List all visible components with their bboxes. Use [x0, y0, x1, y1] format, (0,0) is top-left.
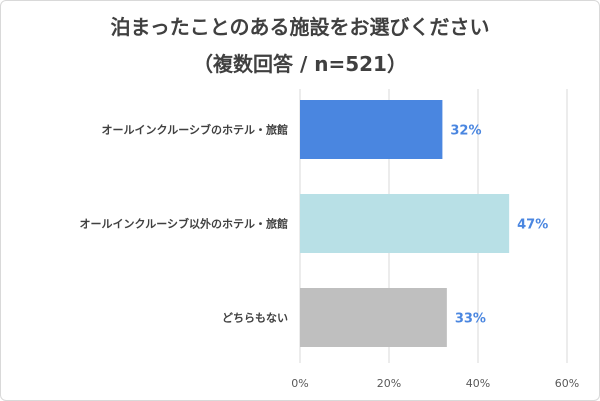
data-label: 47% — [517, 218, 548, 233]
data-label: 32% — [450, 124, 481, 139]
chart-subtitle: （複数回答 / n=521） — [193, 52, 407, 76]
chart-title: 泊まったことのある施設をお選びください — [110, 15, 490, 39]
x-tick-label: 20% — [377, 377, 401, 390]
category-label: オールインクルーシブのホテル・旅館 — [102, 123, 288, 137]
bar — [300, 194, 510, 253]
x-tick-label: 60% — [555, 377, 579, 390]
x-tick-label: 40% — [466, 377, 490, 390]
data-label: 33% — [455, 312, 486, 327]
x-tick-label: 0% — [291, 377, 308, 390]
bar — [300, 100, 443, 159]
category-label: オールインクルーシブ以外のホテル・旅館 — [80, 217, 288, 231]
category-label: どちらもない — [222, 312, 288, 325]
bar — [300, 288, 447, 347]
